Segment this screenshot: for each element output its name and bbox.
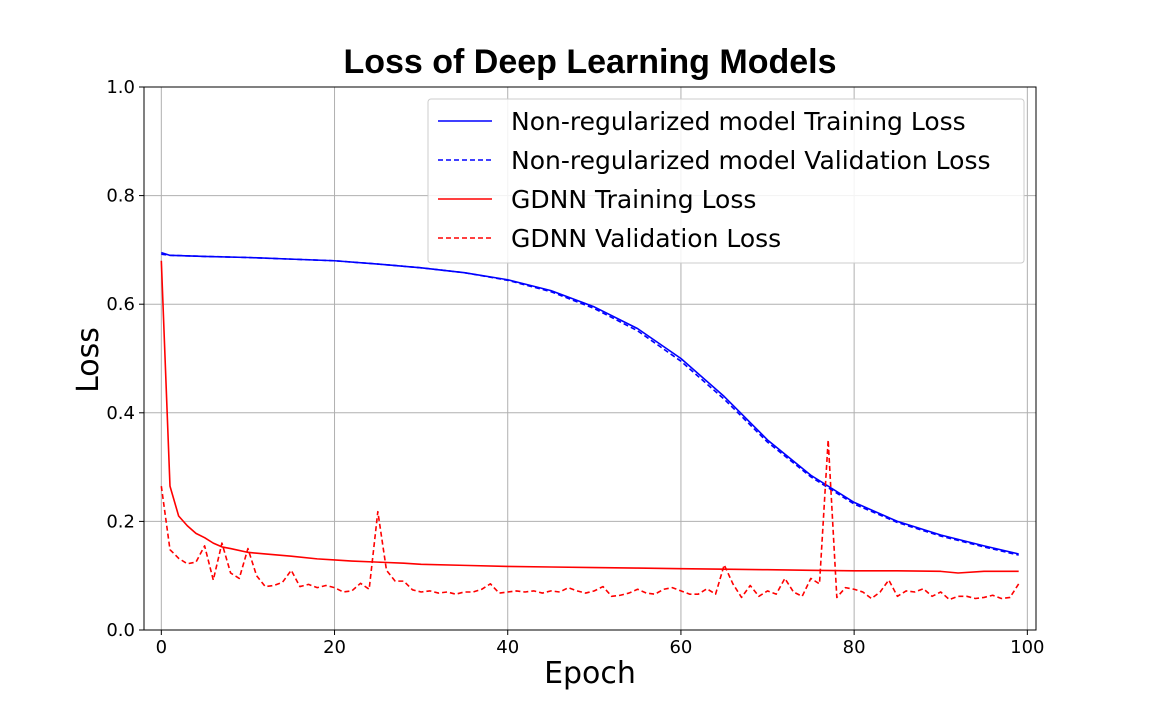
y-axis-label: Loss [71,327,106,393]
series-line-3 [160,260,1019,574]
y-tick-label: 0.6 [106,294,135,315]
y-tick-label: 0.8 [106,186,135,207]
legend-entry-label: GDNN Validation Loss [511,224,781,253]
legend-entry-label: Non-regularized model Validation Loss [511,146,991,175]
x-tick-label: 40 [496,637,519,658]
y-tick-label: 0.4 [106,403,135,424]
series-line-4 [160,439,1020,601]
x-tick-label: 0 [156,637,167,658]
plot-series [160,251,1020,601]
series-line-2 [161,253,1019,556]
series-line-1 [161,251,1019,555]
x-tick-label: 80 [843,637,866,658]
x-axis-label: Epoch [544,656,636,691]
legend-entry-label: GDNN Training Loss [511,185,756,214]
legend: Non-regularized model Training Loss Non-r… [427,98,1025,264]
y-tick-label: 0.0 [106,620,135,641]
chart-title: Loss of Deep Learning Models [343,43,836,81]
legend-entry-label: Non-regularized model Training Loss [511,107,966,136]
legend-box [427,98,1025,264]
plot-frame [143,86,1037,631]
x-tick-label: 60 [669,637,692,658]
x-axis-ticks: 0 20 40 60 80 100 [156,630,1045,658]
y-tick-label: 1.0 [106,77,135,98]
x-tick-label: 20 [323,637,346,658]
x-tick-label: 100 [1010,637,1044,658]
y-axis-ticks: 0.0 0.2 0.4 0.6 0.8 1.0 [106,77,144,641]
y-tick-label: 0.2 [106,511,135,532]
